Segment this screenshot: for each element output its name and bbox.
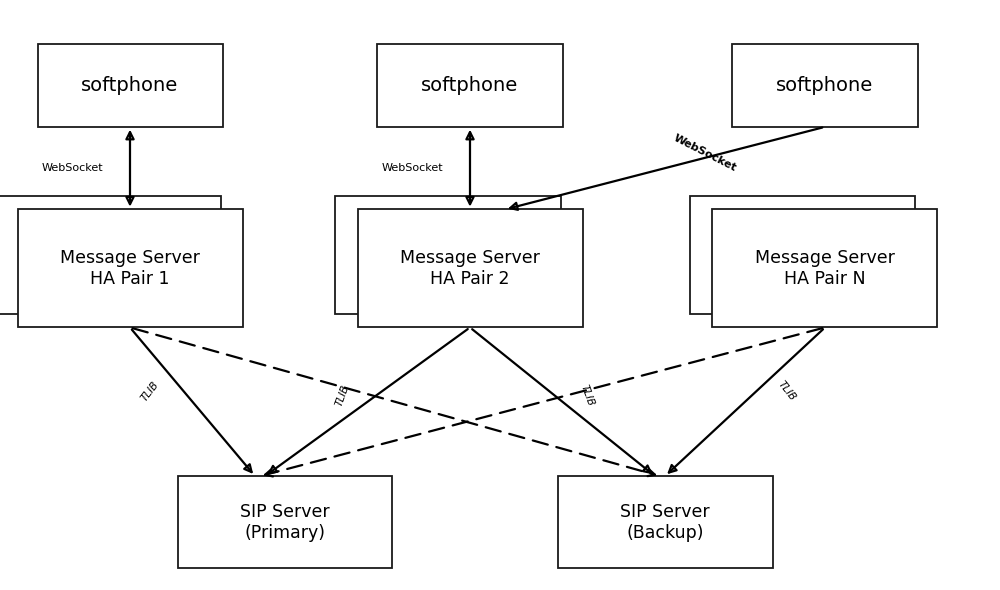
FancyBboxPatch shape	[377, 44, 562, 127]
Text: softphone: softphone	[776, 76, 874, 95]
FancyBboxPatch shape	[335, 196, 560, 314]
FancyBboxPatch shape	[690, 196, 915, 314]
Text: SIP Server
(Backup): SIP Server (Backup)	[620, 503, 710, 542]
Text: TLIB: TLIB	[776, 379, 798, 403]
FancyBboxPatch shape	[358, 209, 582, 327]
FancyBboxPatch shape	[558, 477, 772, 568]
Text: WebSocket: WebSocket	[41, 163, 103, 173]
Text: Message Server
HA Pair N: Message Server HA Pair N	[755, 249, 895, 288]
FancyBboxPatch shape	[178, 477, 392, 568]
FancyBboxPatch shape	[712, 209, 937, 327]
Text: softphone: softphone	[421, 76, 519, 95]
Text: TLIB: TLIB	[334, 384, 351, 408]
Text: TLIB: TLIB	[140, 379, 161, 403]
FancyBboxPatch shape	[38, 44, 222, 127]
FancyBboxPatch shape	[18, 209, 242, 327]
Text: Message Server
HA Pair 2: Message Server HA Pair 2	[400, 249, 540, 288]
Text: Message Server
HA Pair 1: Message Server HA Pair 1	[60, 249, 200, 288]
FancyBboxPatch shape	[732, 44, 918, 127]
FancyBboxPatch shape	[0, 196, 221, 314]
Text: WebSocket: WebSocket	[672, 133, 738, 173]
Text: SIP Server
(Primary): SIP Server (Primary)	[240, 503, 330, 542]
Text: TLIB: TLIB	[579, 384, 596, 408]
Text: softphone: softphone	[81, 76, 179, 95]
Text: WebSocket: WebSocket	[381, 163, 443, 173]
